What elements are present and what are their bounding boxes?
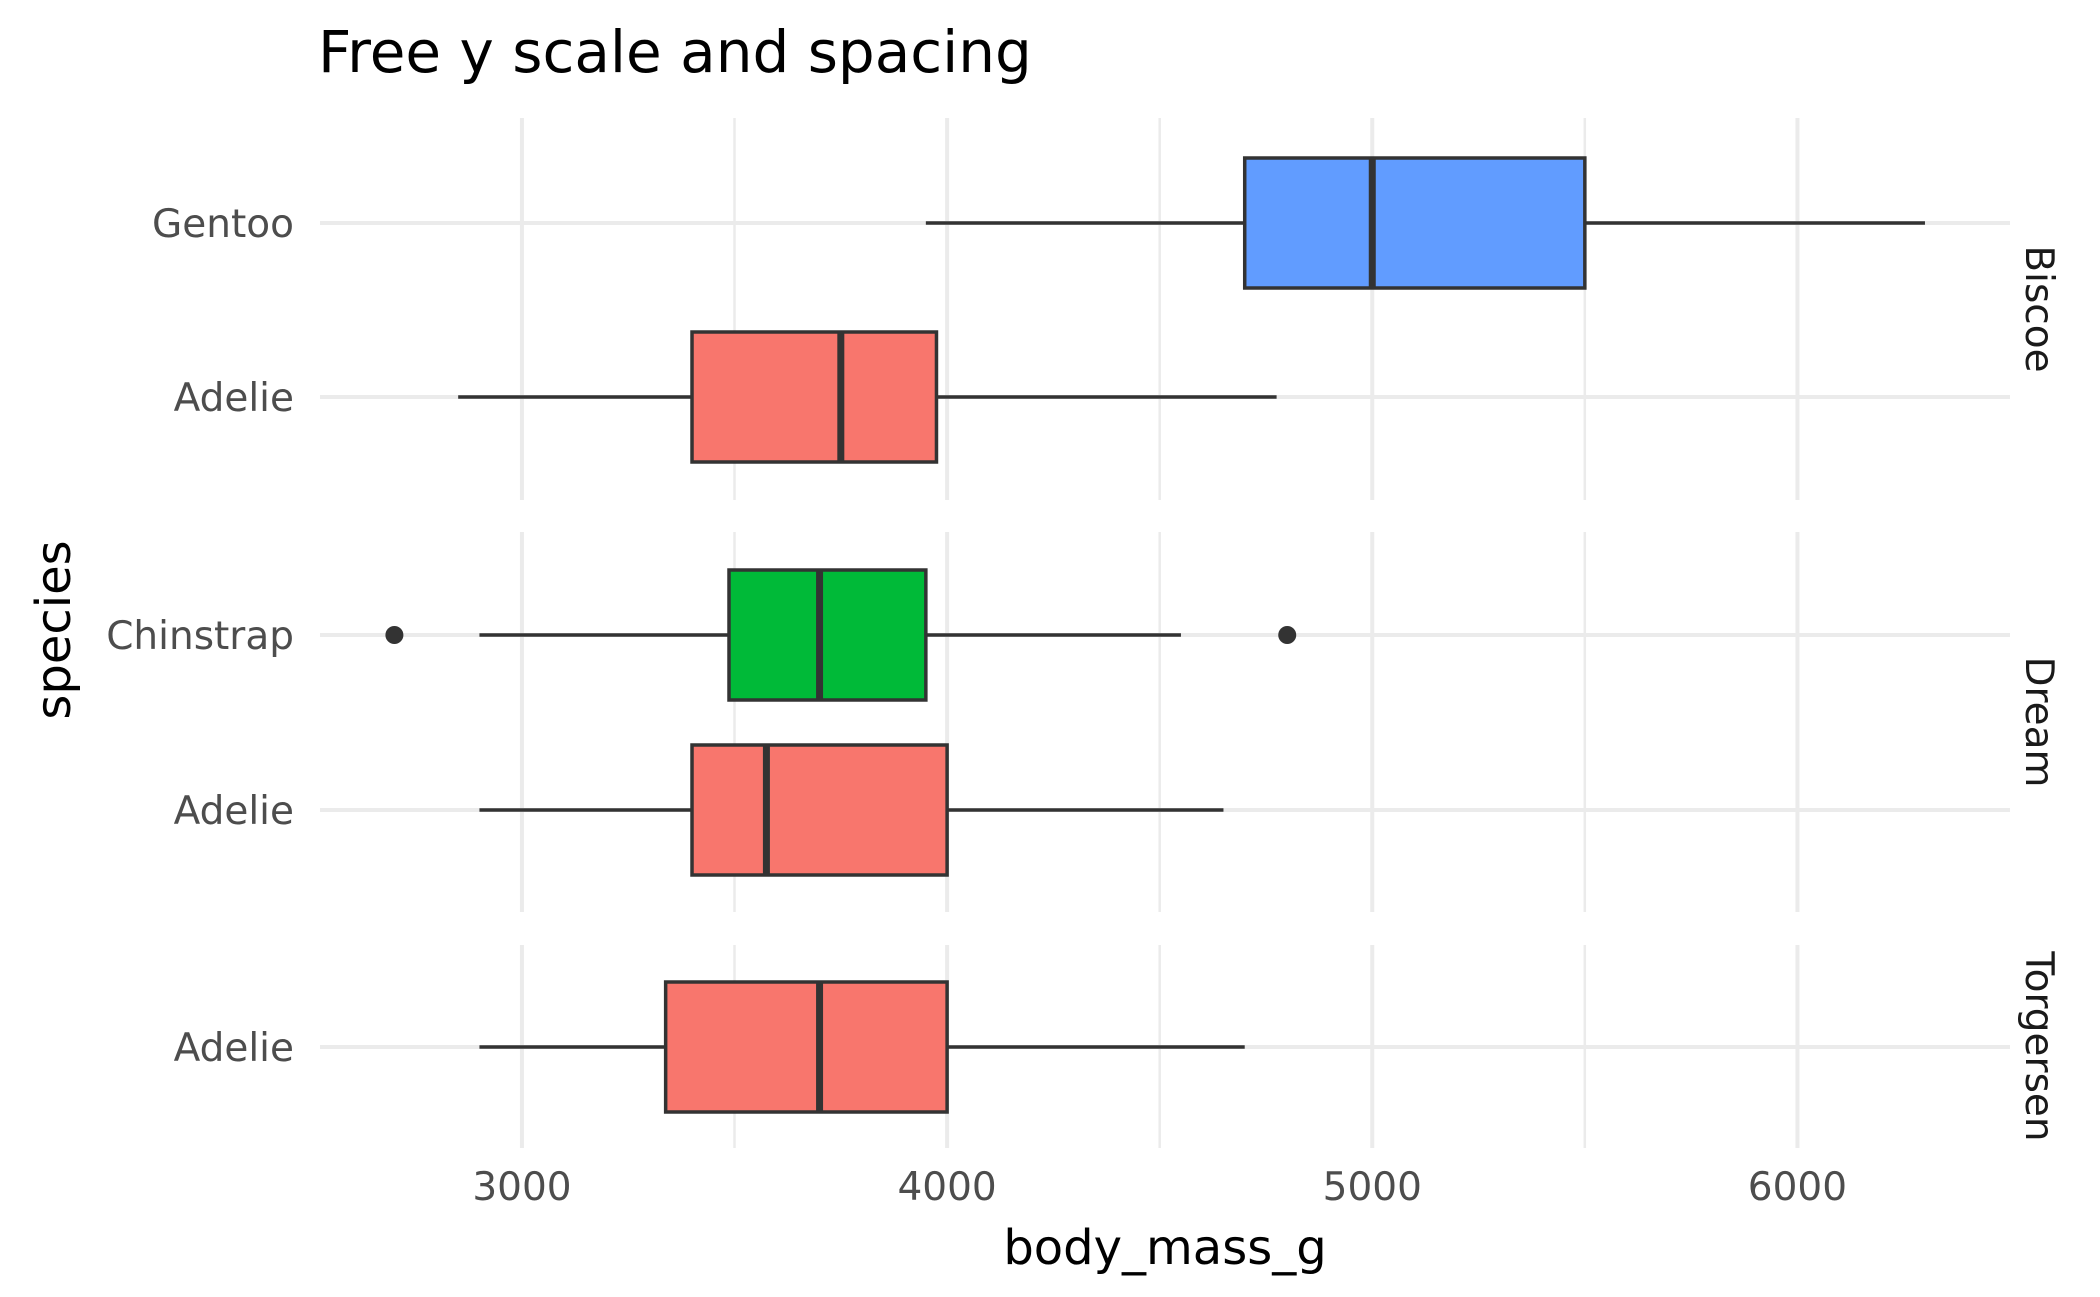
boxplot-adelie-biscoe xyxy=(458,330,1277,464)
y-tick-label: Adelie xyxy=(174,1026,294,1071)
facet-panel-biscoe: Gentoo Adelie Biscoe xyxy=(152,156,2061,464)
boxplot-chinstrap-dream xyxy=(385,568,1297,702)
facet-panel-dream: Chinstrap Adelie Dream xyxy=(106,568,2061,877)
facet-strip-label: Torgersen xyxy=(2016,950,2061,1141)
chart-title: Free y scale and spacing xyxy=(318,18,1032,86)
x-axis-title: body_mass_g xyxy=(1003,1220,1326,1276)
y-tick-label: Gentoo xyxy=(152,202,294,247)
x-tick-label: 5000 xyxy=(1323,1165,1422,1210)
x-tick-label: 6000 xyxy=(1748,1165,1847,1210)
boxplot-adelie-torgersen xyxy=(479,980,1245,1114)
x-tick-label: 4000 xyxy=(897,1165,996,1210)
x-tick-label: 3000 xyxy=(472,1165,571,1210)
y-axis-title: species xyxy=(26,540,82,719)
boxplot-gentoo-biscoe xyxy=(925,156,1925,290)
x-axis: 3000 4000 5000 6000 xyxy=(472,1165,1847,1210)
boxplot-adelie-dream xyxy=(479,743,1224,877)
box xyxy=(690,743,949,877)
y-tick-label: Adelie xyxy=(174,789,294,834)
outlier-point xyxy=(1278,626,1297,644)
facet-strip-label: Dream xyxy=(2016,656,2061,787)
gridlines xyxy=(320,118,2010,1148)
box xyxy=(663,980,949,1114)
facet-strip-label: Biscoe xyxy=(2016,245,2061,372)
box xyxy=(727,568,928,702)
outlier-point xyxy=(385,626,404,644)
box xyxy=(1242,156,1587,290)
facet-panels: Gentoo Adelie Biscoe Chinstrap Adelie Dream Ad… xyxy=(106,156,2061,1142)
box xyxy=(690,330,939,464)
facet-panel-torgersen: Adelie Torgersen xyxy=(174,950,2061,1141)
y-tick-label: Adelie xyxy=(174,376,294,421)
y-tick-label: Chinstrap xyxy=(106,614,294,659)
